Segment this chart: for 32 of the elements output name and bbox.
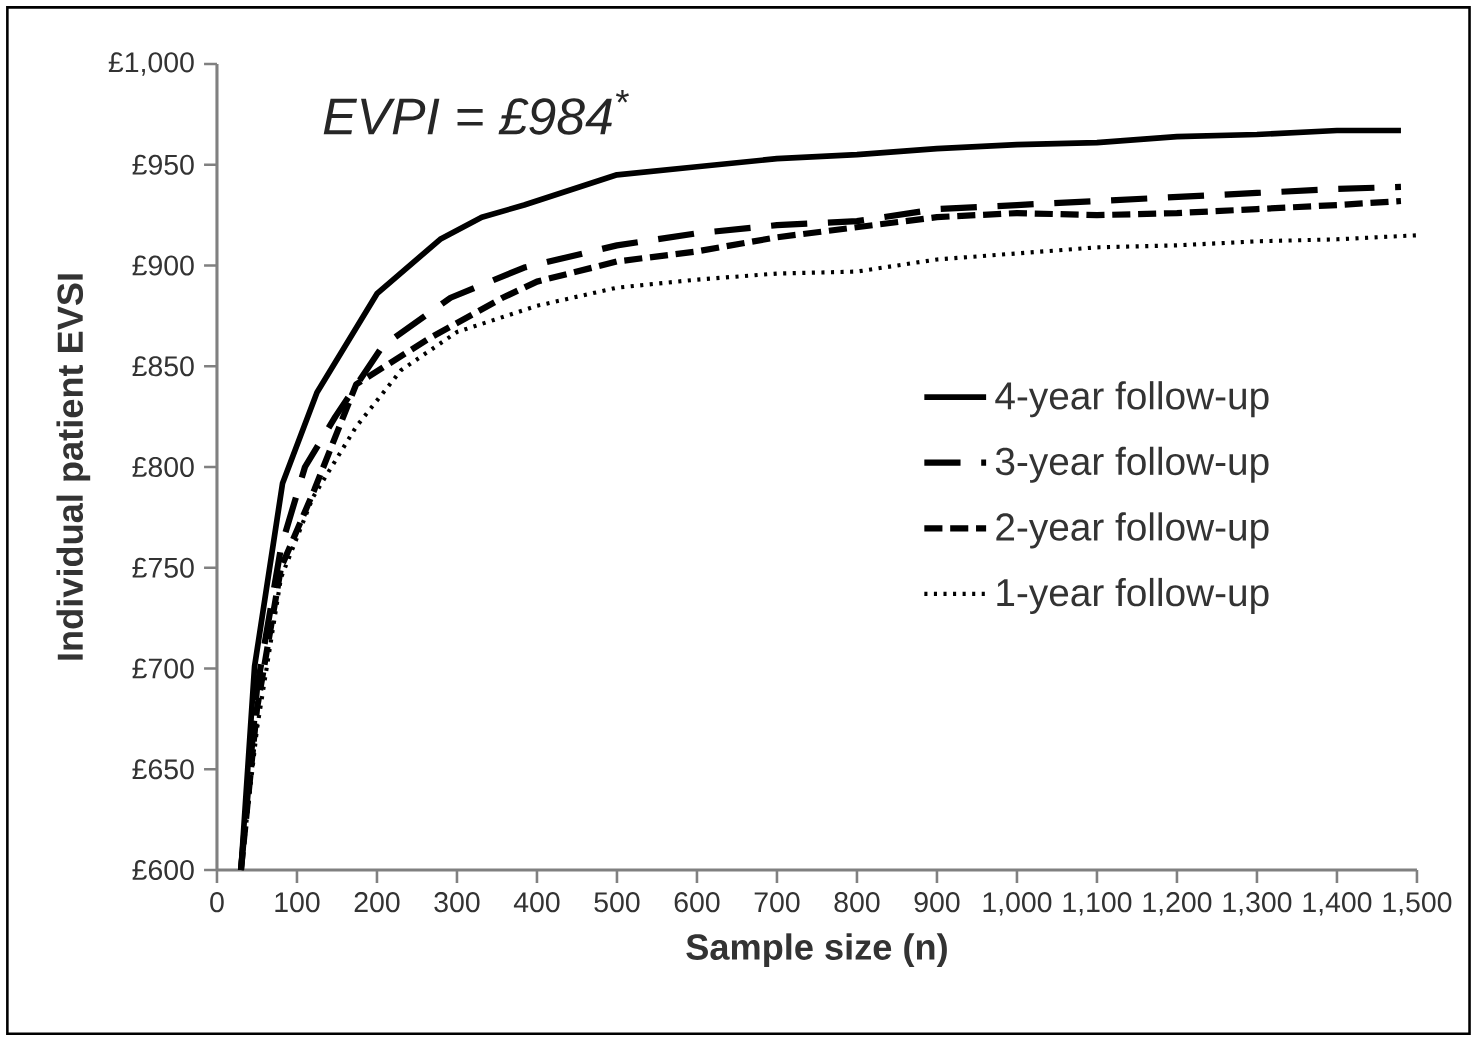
y-tick-label: £950 bbox=[132, 154, 194, 175]
x-axis-title: Sample size (n) bbox=[686, 933, 947, 968]
x-tick-label: 1,000 bbox=[983, 892, 1052, 916]
x-tick-label: 1,300 bbox=[1223, 892, 1292, 916]
x-tick-label: 900 bbox=[914, 892, 960, 913]
y-tick-label: £1,000 bbox=[108, 52, 194, 76]
y-tick-label: £750 bbox=[132, 557, 194, 578]
x-tick-label: 1,400 bbox=[1303, 892, 1372, 916]
y-axis-title: Individual patient EVSI bbox=[56, 274, 91, 660]
y-tick-label: £650 bbox=[132, 759, 194, 780]
y-tick-label: £700 bbox=[132, 658, 194, 679]
x-tick-label: 300 bbox=[434, 892, 480, 913]
legend-label: 3-year follow-up bbox=[995, 446, 1269, 483]
legend-label: 2-year follow-up bbox=[996, 512, 1269, 549]
x-tick-label: 600 bbox=[674, 892, 720, 913]
x-tick-label: 100 bbox=[275, 892, 320, 913]
x-tick-label: 400 bbox=[513, 892, 560, 913]
x-tick-label: 800 bbox=[834, 892, 880, 913]
x-tick-label: 0 bbox=[210, 892, 224, 913]
x-tick-label: 700 bbox=[754, 892, 800, 913]
x-tick-label: 1,100 bbox=[1063, 892, 1132, 916]
x-tick-label: 1,200 bbox=[1143, 892, 1212, 916]
legend-label: 4-year follow-up bbox=[995, 381, 1269, 418]
x-tick-label: 200 bbox=[354, 892, 400, 913]
x-tick-label: 500 bbox=[594, 892, 640, 913]
y-tick-label: £900 bbox=[132, 255, 194, 276]
x-tick-label: 1,500 bbox=[1383, 892, 1452, 916]
y-tick-label: £600 bbox=[132, 859, 194, 881]
y-tick-label: £850 bbox=[132, 356, 194, 377]
y-tick-label: £800 bbox=[132, 456, 194, 478]
annotation: EVPI = £984$^{*}$ bbox=[323, 89, 629, 135]
legend-label: 1-year follow-up bbox=[997, 577, 1269, 614]
